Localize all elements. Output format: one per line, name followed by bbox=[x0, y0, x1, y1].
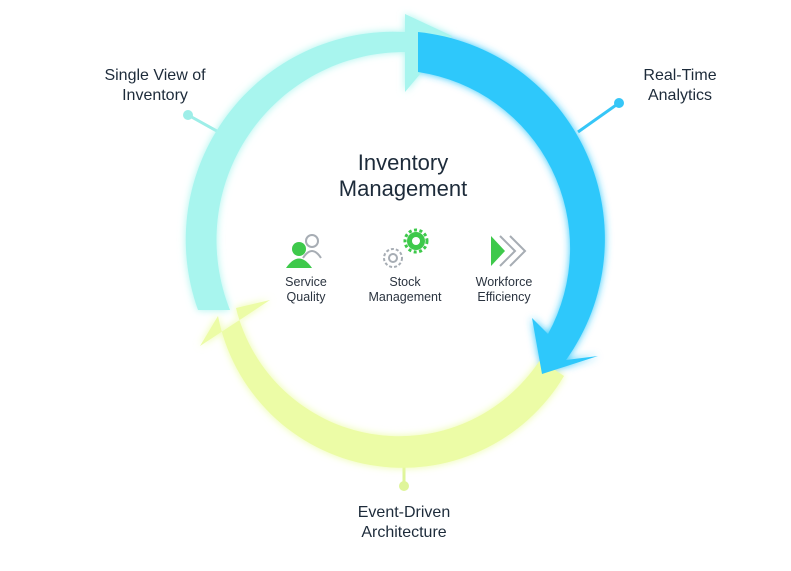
gears-icon bbox=[383, 228, 429, 268]
feature-workforce-efficiency-line2: Efficiency bbox=[477, 290, 531, 304]
feature-workforce-efficiency-line1: Workforce bbox=[475, 275, 533, 289]
center-title-line1: Inventory bbox=[357, 150, 449, 175]
segment-single-view bbox=[185, 14, 452, 310]
label-event-driven: Event-Driven Architecture bbox=[319, 503, 489, 543]
label-real-time: Real-Time Analytics bbox=[595, 66, 765, 106]
label-single-view-line1: Single View of bbox=[104, 67, 206, 84]
label-single-view: Single View of Inventory bbox=[70, 66, 240, 106]
forward-arrows-icon bbox=[491, 235, 527, 267]
feature-workforce-efficiency: Workforce Efficiency bbox=[459, 275, 549, 305]
label-event-driven-line1: Event-Driven bbox=[357, 504, 451, 521]
label-real-time-line1: Real-Time bbox=[643, 67, 717, 84]
segment-event-driven bbox=[200, 300, 564, 468]
feature-stock-management-line1: Stock bbox=[389, 275, 421, 289]
person-group-icon bbox=[286, 234, 322, 268]
label-single-view-line2: Inventory bbox=[122, 87, 188, 104]
segment-real-time bbox=[418, 32, 605, 374]
center-title-line2: Management bbox=[338, 176, 468, 201]
connector-real-time bbox=[577, 98, 624, 134]
feature-stock-management-line2: Management bbox=[368, 290, 442, 304]
feature-service-quality-line2: Quality bbox=[286, 290, 326, 304]
center-title: Inventory Management bbox=[303, 150, 503, 202]
feature-service-quality-line1: Service bbox=[285, 275, 327, 289]
label-event-driven-line2: Architecture bbox=[361, 524, 447, 541]
feature-service-quality: Service Quality bbox=[266, 275, 346, 305]
feature-stock-management: Stock Management bbox=[360, 275, 450, 305]
label-real-time-line2: Analytics bbox=[647, 87, 713, 104]
